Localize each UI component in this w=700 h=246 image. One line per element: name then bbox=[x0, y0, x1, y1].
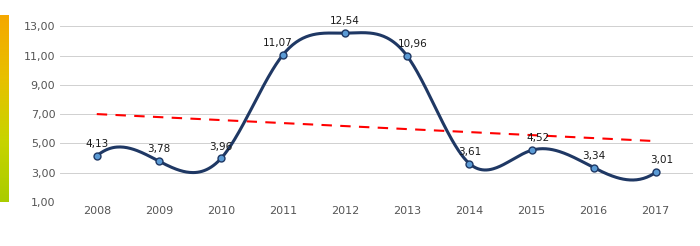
Text: 10,96: 10,96 bbox=[398, 39, 428, 49]
Text: 4,52: 4,52 bbox=[527, 133, 550, 143]
Text: 3,61: 3,61 bbox=[458, 147, 481, 157]
Text: 4,13: 4,13 bbox=[85, 139, 108, 149]
Text: 11,07: 11,07 bbox=[262, 38, 293, 48]
Text: 3,34: 3,34 bbox=[582, 151, 606, 161]
Text: 3,01: 3,01 bbox=[650, 155, 673, 165]
Text: 3,96: 3,96 bbox=[209, 141, 232, 152]
Text: 3,78: 3,78 bbox=[147, 144, 171, 154]
Text: 12,54: 12,54 bbox=[330, 16, 360, 26]
